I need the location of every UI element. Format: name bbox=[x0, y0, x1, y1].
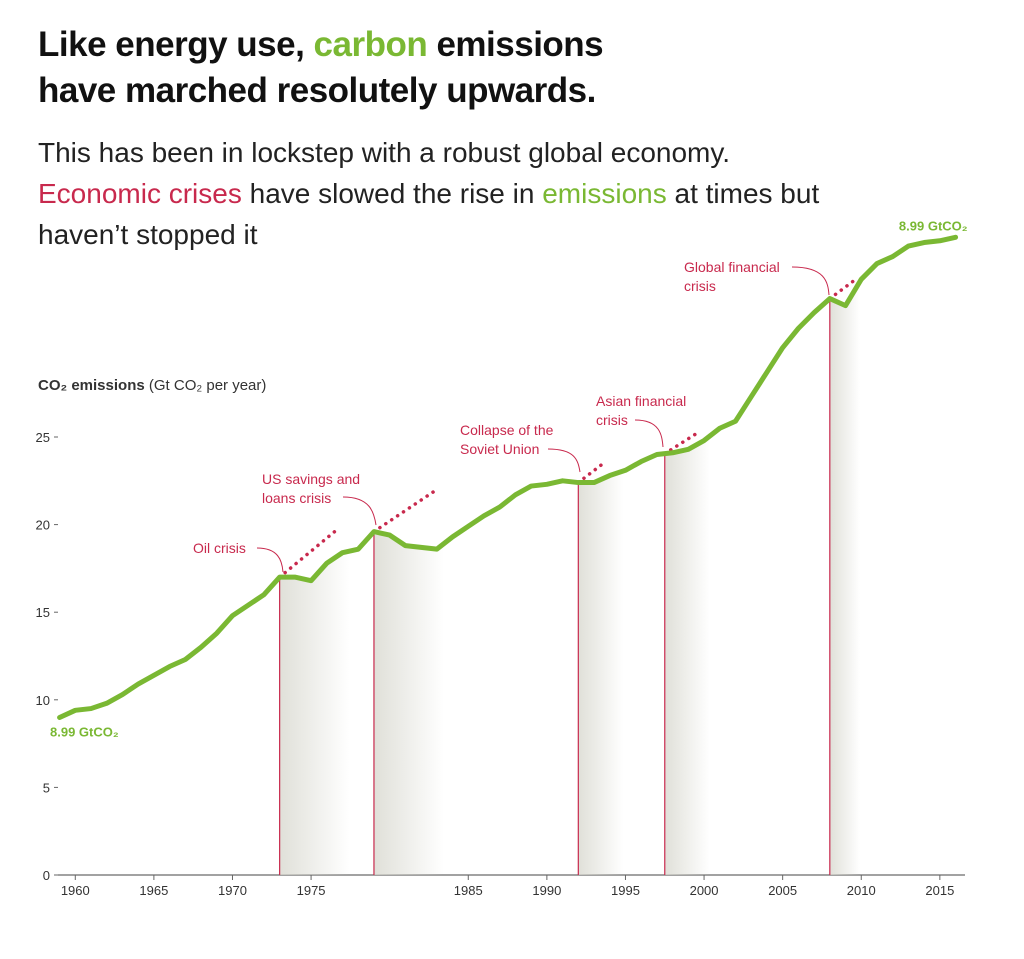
x-tick-label: 1960 bbox=[61, 883, 90, 898]
start-label: 8.99 GtCO₂ bbox=[50, 724, 119, 739]
y-tick-label: 25 bbox=[36, 430, 50, 445]
x-tick-label: 2010 bbox=[847, 883, 876, 898]
y-label-rest: (Gt CO₂ per year) bbox=[145, 377, 267, 394]
crisis-label: Oil crisis bbox=[193, 540, 246, 556]
leader-line bbox=[547, 448, 581, 473]
y-axis-label: CO₂ emissions (Gt CO₂ per year) bbox=[38, 377, 266, 394]
emissions-line bbox=[57, 234, 959, 720]
crisis-label: loans crisis bbox=[262, 490, 331, 506]
y-tick-label: 15 bbox=[36, 605, 50, 620]
crisis-shade bbox=[664, 237, 710, 875]
x-tick-label: 1990 bbox=[532, 883, 561, 898]
x-tick-label: 2015 bbox=[925, 883, 954, 898]
subtitle-text: This has been in lockstep with a robust … bbox=[38, 137, 731, 168]
leader-line bbox=[634, 419, 664, 448]
subtitle-text: have slowed the rise in bbox=[241, 178, 543, 209]
leader-line bbox=[256, 547, 284, 573]
title-text: Like energy use, bbox=[38, 25, 314, 64]
trend-projection bbox=[828, 275, 860, 301]
crisis-label: crisis bbox=[596, 412, 628, 428]
crisis-label: Global financial bbox=[684, 259, 780, 275]
subtitle-crises: Economic crises bbox=[38, 178, 242, 209]
leader-line bbox=[342, 496, 377, 526]
y-tick-label: 20 bbox=[36, 518, 50, 533]
title-highlight: carbon bbox=[313, 25, 428, 64]
crisis-label: Collapse of the bbox=[460, 422, 554, 438]
x-tick-label: 2005 bbox=[768, 883, 797, 898]
trend-projection bbox=[663, 429, 702, 456]
crisis-label: Soviet Union bbox=[460, 441, 539, 457]
x-tick-label: 1965 bbox=[139, 883, 168, 898]
crisis-label: Asian financial bbox=[596, 393, 686, 409]
subtitle-text: at times but haven’t stopped it bbox=[38, 178, 820, 250]
crisis-label: US savings and bbox=[262, 471, 360, 487]
end-label: 8.99 GtCO₂ bbox=[899, 218, 968, 233]
trend-projection bbox=[372, 487, 439, 534]
leader-line bbox=[791, 266, 830, 296]
subtitle: This has been in lockstep with a robust … bbox=[38, 132, 828, 255]
crisis-label: crisis bbox=[684, 278, 716, 294]
y-tick-label: 10 bbox=[36, 693, 50, 708]
y-tick-label: 5 bbox=[43, 780, 50, 795]
subtitle-emissions: emissions bbox=[542, 178, 667, 209]
y-tick-label: 0 bbox=[43, 868, 50, 883]
crisis-shade bbox=[279, 237, 350, 875]
x-tick-label: 1985 bbox=[454, 883, 483, 898]
crisis-shade bbox=[829, 237, 860, 875]
trend-projection bbox=[576, 461, 606, 485]
x-tick-label: 1970 bbox=[218, 883, 247, 898]
title: Like energy use, carbon emissions have m… bbox=[38, 22, 638, 114]
x-tick-label: 2000 bbox=[690, 883, 719, 898]
crisis-shade bbox=[578, 237, 624, 875]
x-tick-label: 1975 bbox=[297, 883, 326, 898]
trend-projection bbox=[277, 529, 337, 579]
title-text: emissions have marched resolutely upward… bbox=[38, 25, 604, 110]
x-tick-label: 1995 bbox=[611, 883, 640, 898]
y-label-bold: CO₂ emissions bbox=[38, 377, 145, 394]
